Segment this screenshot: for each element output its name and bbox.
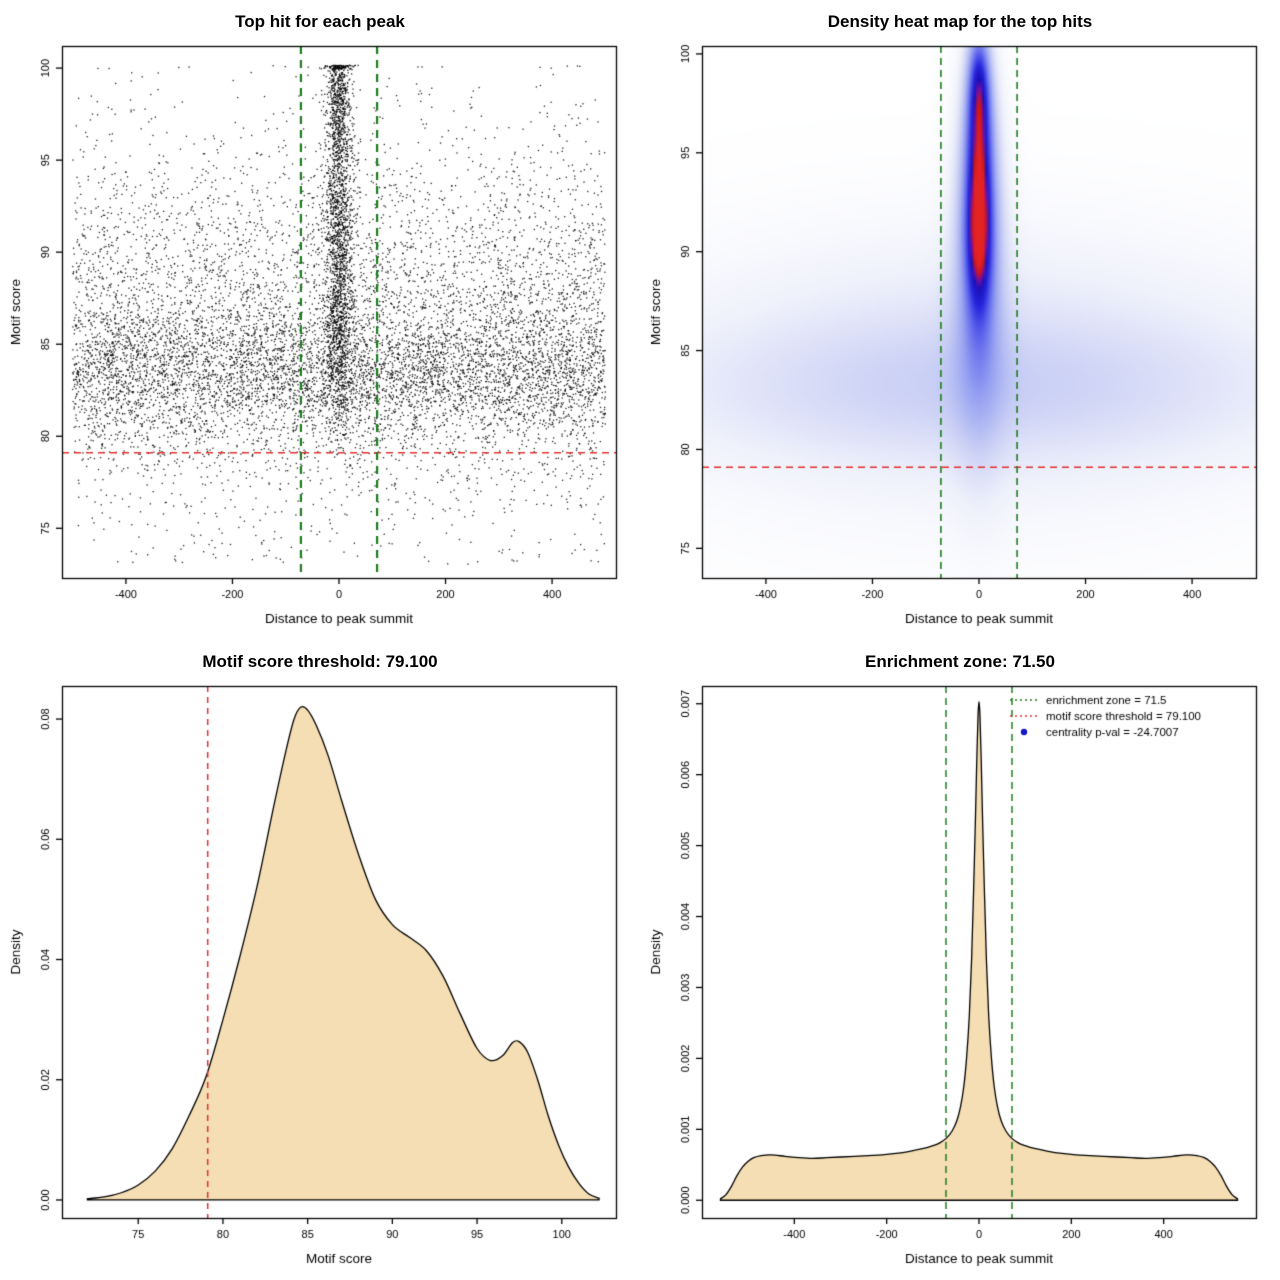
score-density-canvas [0, 640, 640, 1280]
heatmap-plot-title: Density heat map for the top hits [827, 12, 1093, 31]
scatter-plot-title: Top hit for each peak [235, 12, 405, 31]
score-density-title: Motif score threshold: 79.100 [202, 652, 438, 671]
scatter-plot-canvas [0, 0, 640, 640]
panel-enrichment-zone-density: Enrichment zone: 71.50 [640, 640, 1280, 1280]
heatmap-canvas [640, 0, 1280, 640]
panel-top-hits-scatter: Top hit for each peak [0, 0, 640, 640]
summit-density-title: Enrichment zone: 71.50 [865, 652, 1055, 671]
summit-density-canvas [640, 640, 1280, 1280]
panel-density-heatmap: Density heat map for the top hits [640, 0, 1280, 640]
panel-motif-score-density: Motif score threshold: 79.100 [0, 640, 640, 1280]
